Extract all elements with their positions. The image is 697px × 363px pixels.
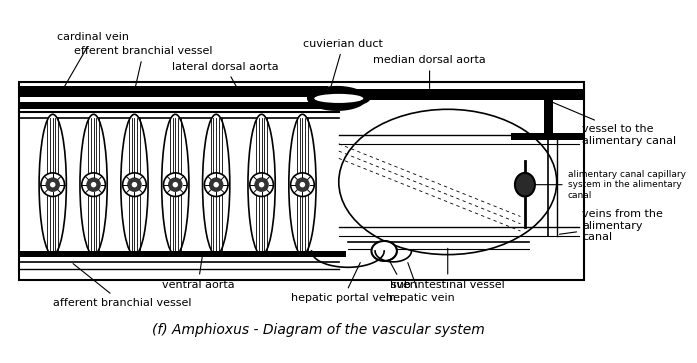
Circle shape: [300, 182, 305, 187]
Bar: [19, 102, 328, 109]
Circle shape: [204, 173, 228, 196]
Circle shape: [91, 182, 96, 187]
Text: vessel to the
alimentary canal: vessel to the alimentary canal: [550, 101, 676, 146]
Ellipse shape: [339, 109, 557, 254]
Bar: [512, 133, 584, 140]
Text: cardinal vein: cardinal vein: [57, 32, 129, 89]
Text: hepatic portal vein: hepatic portal vein: [291, 262, 396, 303]
Circle shape: [259, 182, 264, 187]
Ellipse shape: [39, 114, 66, 255]
Text: efferent branchial vessel: efferent branchial vessel: [75, 46, 213, 89]
Text: sub intestinal vessel: sub intestinal vessel: [391, 248, 505, 290]
Text: lateral dorsal aorta: lateral dorsal aorta: [172, 62, 279, 89]
Circle shape: [164, 173, 187, 196]
Circle shape: [127, 178, 141, 192]
Text: alimentary canal capillary
system in the alimentary
canal: alimentary canal capillary system in the…: [534, 170, 686, 200]
Text: (f) Amphioxus - Diagram of the vascular system: (f) Amphioxus - Diagram of the vascular …: [153, 323, 485, 337]
Ellipse shape: [80, 114, 107, 255]
Ellipse shape: [121, 114, 148, 255]
Bar: [544, 89, 553, 135]
Ellipse shape: [372, 241, 397, 261]
Ellipse shape: [307, 89, 371, 107]
Circle shape: [168, 178, 183, 192]
Ellipse shape: [320, 91, 354, 106]
Circle shape: [86, 178, 101, 192]
Bar: [19, 82, 584, 280]
Ellipse shape: [203, 114, 230, 255]
Ellipse shape: [515, 173, 535, 196]
Circle shape: [296, 178, 309, 192]
Circle shape: [123, 173, 146, 196]
Circle shape: [291, 173, 314, 196]
Circle shape: [250, 173, 273, 196]
Circle shape: [254, 178, 269, 192]
Text: ventral aorta: ventral aorta: [162, 257, 234, 290]
Polygon shape: [308, 87, 366, 110]
Circle shape: [132, 182, 137, 187]
Bar: [19, 86, 328, 97]
Circle shape: [209, 178, 224, 192]
Ellipse shape: [248, 114, 275, 255]
Circle shape: [41, 173, 65, 196]
Ellipse shape: [162, 114, 189, 255]
Circle shape: [82, 173, 105, 196]
Text: hepatic vein: hepatic vein: [386, 263, 455, 303]
Bar: [339, 89, 584, 100]
Text: cuvierian duct: cuvierian duct: [303, 39, 383, 89]
Circle shape: [45, 178, 60, 192]
Text: veins from the
alimentary
canal: veins from the alimentary canal: [560, 209, 663, 242]
Ellipse shape: [289, 114, 316, 255]
Circle shape: [173, 182, 178, 187]
Circle shape: [213, 182, 219, 187]
Text: afferent branchial vessel: afferent branchial vessel: [53, 264, 191, 308]
Text: median dorsal aorta: median dorsal aorta: [373, 55, 486, 88]
Ellipse shape: [314, 94, 363, 103]
Circle shape: [50, 182, 56, 187]
Bar: [19, 251, 346, 257]
Text: liver: liver: [385, 253, 415, 290]
